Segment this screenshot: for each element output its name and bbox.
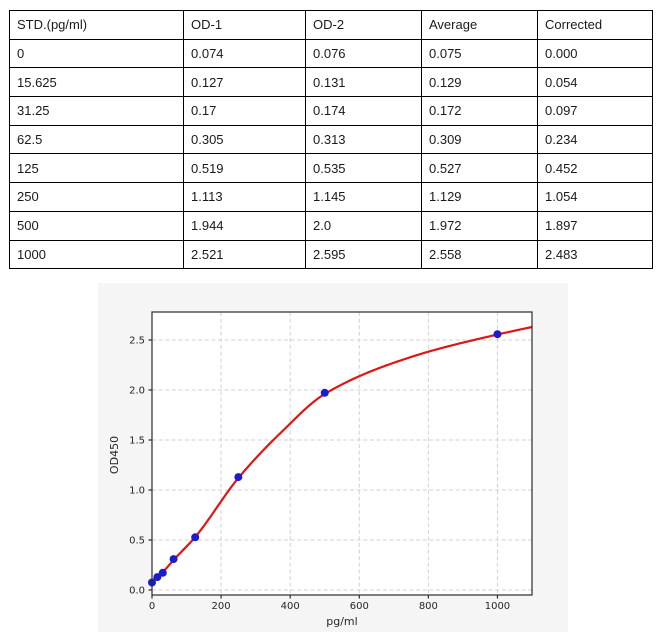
table-cell: 0.309 — [421, 124, 538, 155]
axes-spines — [151, 311, 533, 596]
table-cell: 2.483 — [537, 239, 653, 270]
x-axis-label: pg/ml — [326, 615, 357, 628]
x-tick-label: 400 — [281, 601, 300, 612]
table-cell: 0.097 — [537, 96, 653, 126]
table-cell: 1000 — [9, 239, 184, 270]
table-header-cell: OD-1 — [183, 10, 306, 40]
table-cell: 0.313 — [305, 124, 422, 155]
chart-series-layer: 0 200 400 600 800 1000 0.0 0.5 1.0 1.5 2.0 2.5 — [129, 311, 533, 612]
table-cell: 0.127 — [183, 67, 306, 98]
table-cell: 1.897 — [537, 210, 653, 241]
data-point — [169, 555, 178, 564]
standard-curve-chart: 0 200 400 600 800 1000 0.0 0.5 1.0 1.5 2.0 2.5 pg/m… — [108, 311, 533, 628]
table-cell: 0.174 — [305, 96, 422, 126]
table-row: 500 1.944 2.0 1.972 1.897 — [9, 210, 653, 241]
table-cell: 1.113 — [183, 182, 306, 212]
table-cell: 2.521 — [183, 239, 306, 270]
table-cell: 0.131 — [305, 67, 422, 98]
table-cell: 0.17 — [183, 96, 306, 126]
table-row: 62.5 0.305 0.313 0.309 0.234 — [9, 124, 653, 155]
table-cell: 31.25 — [9, 96, 184, 126]
table-cell: 0.535 — [305, 153, 422, 184]
y-axis-label: OD450 — [108, 436, 121, 474]
table-header-cell: STD.(pg/ml) — [9, 10, 184, 40]
table-cell: 250 — [9, 182, 184, 212]
x-tick-label: 200 — [212, 601, 231, 612]
x-tick-label: 600 — [350, 601, 369, 612]
table-header-cell: Average — [421, 10, 538, 40]
data-point — [158, 568, 167, 577]
table-cell: 1.145 — [305, 182, 422, 212]
table-cell: 2.0 — [305, 210, 422, 241]
table-cell: 0.074 — [183, 38, 306, 69]
plot-background — [152, 312, 532, 595]
plot-area — [151, 312, 532, 595]
table-cell: 0.075 — [421, 38, 538, 69]
table-cell: 2.595 — [305, 239, 422, 270]
table-cell: 62.5 — [9, 124, 184, 155]
data-point — [153, 573, 162, 582]
table-body: 0 0.074 0.076 0.075 0.000 15.625 0.127 0.131 0.1… — [9, 38, 653, 270]
table-row: 1000 2.521 2.595 2.558 2.483 — [9, 239, 653, 270]
table-row: 0 0.074 0.076 0.075 0.000 — [9, 38, 653, 69]
table-header-cell: Corrected — [537, 10, 653, 40]
y-tick-label: 1.5 — [129, 436, 145, 447]
data-point — [234, 473, 243, 482]
table-cell: 0.519 — [183, 153, 306, 184]
table-cell: 2.558 — [421, 239, 538, 270]
table-header-cell: OD-2 — [305, 10, 422, 40]
fit-curve — [152, 325, 532, 583]
table-cell: 0 — [9, 38, 184, 69]
table-cell: 0.305 — [183, 124, 306, 155]
data-point — [191, 533, 200, 542]
table-cell: 0.452 — [537, 153, 653, 184]
standard-curve-figure: 0 200 400 600 800 1000 0.0 0.5 1.0 1.5 2.0 2.5 pg/m… — [98, 283, 568, 632]
table-cell: 1.054 — [537, 182, 653, 212]
x-tick-label: 1000 — [485, 601, 510, 612]
x-tick-label: 0 — [149, 601, 155, 612]
y-tick-label: 0.0 — [129, 586, 145, 597]
data-point — [320, 388, 329, 397]
table-row: 31.25 0.17 0.174 0.172 0.097 — [9, 96, 653, 126]
table-row: 125 0.519 0.535 0.527 0.452 — [9, 153, 653, 184]
table-cell: 0.054 — [537, 67, 653, 98]
table-cell: 0.129 — [421, 67, 538, 98]
table-cell: 1.972 — [421, 210, 538, 241]
table-cell: 0.172 — [421, 96, 538, 126]
table-header-row: STD.(pg/ml) OD-1 OD-2 Average Corrected — [9, 10, 653, 40]
table-cell: 0.000 — [537, 38, 653, 69]
table-cell: 125 — [9, 153, 184, 184]
x-tick-label: 800 — [419, 601, 438, 612]
standards-table: STD.(pg/ml) OD-1 OD-2 Average Corrected 0 0.0… — [9, 10, 653, 270]
table-cell: 1.129 — [421, 182, 538, 212]
table-cell: 0.076 — [305, 38, 422, 69]
table-cell: 1.944 — [183, 210, 306, 241]
table-row: 15.625 0.127 0.131 0.129 0.054 — [9, 67, 653, 98]
table-head: STD.(pg/ml) OD-1 OD-2 Average Corrected — [9, 10, 653, 40]
table-cell: 0.527 — [421, 153, 538, 184]
table-cell: 500 — [9, 210, 184, 241]
table-row: 250 1.113 1.145 1.129 1.054 — [9, 182, 653, 212]
data-point — [493, 330, 502, 339]
y-tick-label: 2.5 — [129, 336, 145, 347]
table-cell: 15.625 — [9, 67, 184, 98]
y-tick-label: 0.5 — [129, 536, 145, 547]
y-tick-label: 1.0 — [129, 486, 145, 497]
table-cell: 0.234 — [537, 124, 653, 155]
standards-table-container: STD.(pg/ml) OD-1 OD-2 Average Corrected 0 0.0… — [9, 10, 653, 270]
y-tick-label: 2.0 — [129, 386, 145, 397]
